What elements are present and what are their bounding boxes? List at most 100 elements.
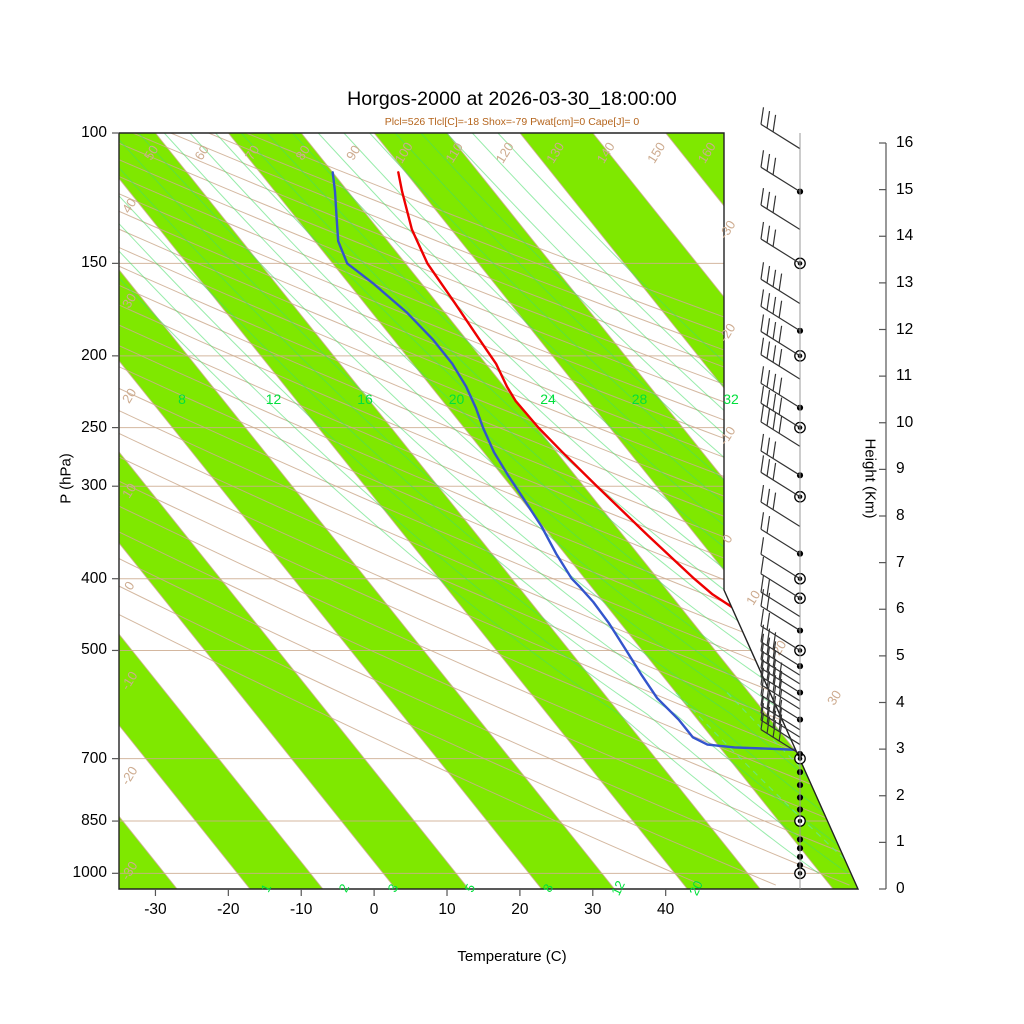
wind-barb-flag — [772, 373, 777, 391]
height-tick-label: 13 — [896, 273, 914, 291]
height-tick-label: 14 — [896, 227, 914, 245]
moist-adiabat-line — [138, 133, 858, 874]
wind-barb-flag — [766, 578, 771, 597]
height-tick-label: 10 — [896, 413, 914, 431]
isotherm-line — [119, 133, 324, 889]
wind-barb-shaft — [760, 166, 801, 193]
isotherm-line — [119, 133, 688, 889]
wind-barb-flag — [760, 608, 765, 627]
theta-e-label: 12 — [266, 391, 282, 407]
temperature-tick-label: -20 — [217, 901, 240, 918]
wind-barb-flag — [772, 345, 777, 363]
wind-barb-shaft — [760, 501, 801, 527]
dry-adiabat-line — [119, 133, 858, 886]
wind-barb-flag — [760, 221, 765, 240]
wind-barb-shaft — [760, 354, 801, 380]
wind-barb-flag — [760, 150, 765, 168]
moist-adiabat-line — [394, 133, 858, 874]
isotherm-line — [0, 133, 31, 889]
wind-barb-shaft — [760, 667, 801, 694]
wind-barb-flag — [772, 412, 777, 430]
wind-barb-flag — [772, 695, 777, 714]
height-tick-label: 5 — [896, 646, 905, 664]
wind-barb-flag — [778, 699, 783, 717]
wind-barb-flag — [766, 681, 771, 700]
dry-adiabat-line — [119, 133, 858, 886]
wind-barb-flag — [766, 191, 771, 209]
height-tick-label: 3 — [896, 740, 905, 758]
height-tick-label: 1 — [896, 833, 905, 851]
dry-adiabat-line — [119, 133, 858, 886]
dry-adiabat-line — [119, 133, 858, 886]
isotherm-line — [119, 133, 470, 889]
wind-barb-shaft — [760, 684, 801, 710]
wind-barb-shaft — [760, 204, 801, 230]
dry-adiabat-label: 50 — [141, 143, 161, 163]
mixing-ratio-label: 12 — [608, 878, 628, 898]
wind-barb-flag — [760, 337, 765, 355]
pressure-tick-label: 100 — [81, 124, 107, 141]
wind-barb-flag — [766, 111, 771, 129]
dry-adiabat-line — [119, 133, 703, 886]
pressure-tick-label: 700 — [81, 749, 107, 767]
wind-barb-shaft — [760, 676, 801, 702]
height-tick-label: 12 — [896, 320, 914, 338]
height-tick-label: 2 — [896, 786, 905, 804]
temperature-tick-label: 20 — [511, 901, 529, 918]
isotherm-label-right: -30 — [716, 218, 739, 242]
moist-adiabat-line — [343, 133, 858, 874]
height-axis-label: Height (Km) — [861, 438, 879, 519]
wind-barb-flag — [766, 612, 771, 630]
wind-barb-shaft — [760, 625, 801, 651]
height-tick-label: 9 — [896, 460, 905, 478]
wind-barb-flag — [760, 659, 765, 677]
shade-band — [228, 133, 858, 889]
moist-adiabat-line — [266, 133, 858, 874]
height-tick-label: 16 — [896, 134, 914, 151]
wind-barb-flag — [772, 269, 777, 287]
dry-adiabat-line — [119, 133, 858, 886]
wind-barb-flag — [778, 397, 783, 415]
moist-adiabat-line — [119, 133, 858, 874]
wind-barb-flag — [766, 370, 771, 388]
wind-barb-flag — [760, 703, 765, 721]
wind-barb-shaft — [760, 402, 801, 429]
height-tick-label: 7 — [896, 553, 905, 571]
mixing-ratio-label: 20 — [686, 878, 706, 898]
page-title: Horgos-2000 at 2026-03-30_18:00:00 — [347, 88, 677, 110]
dry-adiabat-line — [119, 133, 858, 886]
wind-barb-shaft — [760, 305, 801, 332]
theta-e-label: 28 — [632, 391, 648, 407]
wind-barb-shaft — [760, 330, 801, 357]
moist-adiabat-line — [119, 133, 858, 874]
moist-adiabat-line — [119, 133, 849, 874]
dry-adiabat-line — [119, 133, 858, 886]
temperature-tick-label: 30 — [584, 901, 602, 918]
shade-band — [374, 133, 858, 889]
mixing-ratio-label: 2 — [336, 881, 353, 894]
dry-adiabat-line — [119, 133, 858, 886]
isotherm-line — [957, 133, 1024, 889]
wind-barb-flag — [766, 706, 771, 725]
dry-adiabat-line — [119, 133, 776, 886]
stats-subtitle: Plcl=526 Tlcl[C]=-18 Shox=-79 Pwat[cm]=0… — [384, 116, 640, 128]
isotherm-label-left: 0 — [121, 579, 138, 593]
wind-barb-shaft — [760, 694, 801, 721]
height-tick-label: 8 — [896, 507, 905, 524]
wind-barb-shaft — [760, 382, 801, 409]
dry-adiabat-line — [208, 133, 858, 886]
pressure-tick-label: 850 — [81, 812, 107, 830]
wind-barb-flag — [766, 341, 771, 359]
wind-barb-flag — [766, 265, 771, 284]
wind-barb-flag — [772, 492, 777, 510]
dry-adiabat-line — [132, 133, 858, 886]
wind-barb-flag — [772, 157, 777, 175]
wind-barb-shaft — [760, 278, 801, 305]
wind-barb-shaft — [760, 641, 801, 667]
temperature-profile-curve — [397, 171, 858, 756]
isotherm-line — [119, 133, 542, 889]
isotherm-label-left: 10 — [119, 481, 139, 501]
shade-band — [119, 133, 615, 889]
dewpoint-profile-curve — [331, 171, 858, 755]
